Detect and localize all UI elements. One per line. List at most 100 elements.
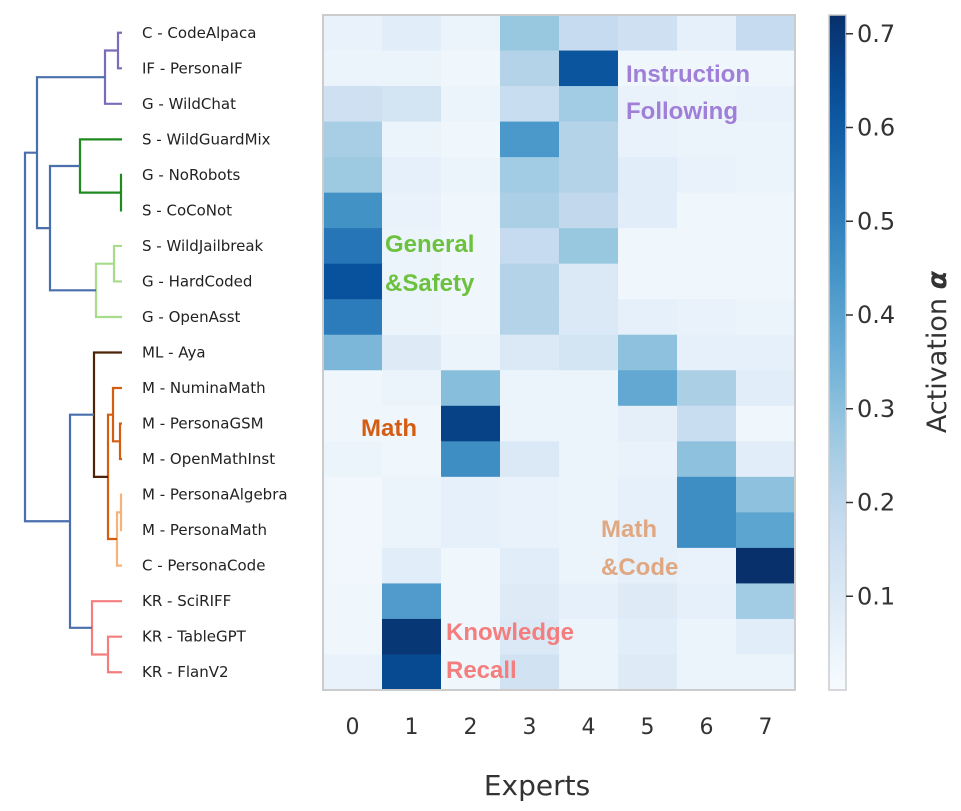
heatmap-cell <box>441 654 501 691</box>
x-tick-label: 2 <box>464 715 478 740</box>
heatmap-cell <box>559 263 619 300</box>
heatmap-cell <box>500 583 560 620</box>
heatmap-cell <box>323 618 383 656</box>
heatmap-cell <box>736 192 796 229</box>
row-label: G - HardCoded <box>142 272 252 290</box>
x-tick-label: 6 <box>700 715 714 740</box>
heatmap-cell <box>618 86 678 123</box>
dendrogram-link <box>119 493 123 532</box>
heatmap-cell <box>382 263 442 300</box>
colorbar-tick-label: 0.2 <box>857 489 895 517</box>
heatmap-cell <box>736 121 796 158</box>
row-label: M - PersonaAlgebra <box>142 486 288 504</box>
dendrogram-link <box>118 422 122 461</box>
heatmap-cell <box>382 157 442 194</box>
heatmap-cell <box>559 370 619 407</box>
cluster-annotation: Knowledge <box>446 619 574 646</box>
heatmap-cell <box>441 15 501 52</box>
heatmap-cell <box>382 121 442 158</box>
heatmap-cell <box>500 50 560 87</box>
heatmap-cell <box>677 476 737 513</box>
heatmap-cell <box>618 334 678 371</box>
row-label: C - PersonaCode <box>142 557 265 575</box>
heatmap-cell <box>677 50 737 87</box>
heatmap-cell <box>382 86 442 123</box>
heatmap-cell <box>618 512 678 549</box>
heatmap-cell <box>382 192 442 229</box>
heatmap-cell <box>323 121 383 158</box>
heatmap-cell <box>736 583 796 620</box>
heatmap-cell <box>500 15 560 52</box>
heatmap-cell <box>323 654 383 691</box>
heatmap-cell <box>559 512 619 549</box>
x-tick-label: 5 <box>641 715 655 740</box>
row-labels: C - CodeAlpaca IF - PersonaIF G - WildChat… <box>142 24 288 681</box>
cluster-annotation: General <box>385 231 474 258</box>
row-label: ML - Aya <box>142 343 206 361</box>
row-label: M - NuminaMath <box>142 379 266 397</box>
dendrogram-link <box>68 413 94 629</box>
heatmap-cell <box>559 334 619 371</box>
heatmap-cell <box>618 654 678 691</box>
heatmap-cell <box>441 334 501 371</box>
heatmap-cell <box>559 299 619 336</box>
colorbar-tick-label: 0.6 <box>857 114 895 142</box>
heatmap-cell <box>441 583 501 620</box>
x-tick-labels: 0 1 2 3 4 5 6 7 <box>346 715 773 740</box>
heatmap-cell <box>677 441 737 478</box>
heatmap-cell <box>677 618 737 656</box>
heatmap-cell <box>559 583 619 620</box>
heatmap-cell <box>736 157 796 194</box>
heatmap-cell <box>618 370 678 407</box>
heatmap-cell <box>382 405 442 442</box>
heatmap-cell <box>559 654 619 691</box>
cluster-annotation: Recall <box>446 657 517 684</box>
heatmap-cell <box>441 512 501 549</box>
heatmap-cell <box>736 15 796 52</box>
heatmap-cell <box>323 192 383 229</box>
heatmap-cell <box>323 299 383 336</box>
heatmap-cell <box>677 370 737 407</box>
heatmap-cell <box>559 405 619 442</box>
heatmap-cell <box>500 441 560 478</box>
heatmap-cell <box>618 157 678 194</box>
dendrogram-link <box>112 244 122 283</box>
heatmap-cell <box>323 50 383 87</box>
heatmap-cell <box>677 512 737 549</box>
heatmap-cell <box>500 228 560 265</box>
heatmap-cell <box>382 228 442 265</box>
cluster-annotation: Math <box>601 516 657 543</box>
heatmap-cell <box>559 547 619 585</box>
dendrogram-link <box>23 151 70 523</box>
row-label: M - PersonaGSM <box>142 415 264 433</box>
heatmap-cell <box>677 583 737 620</box>
heatmap-cell <box>382 476 442 513</box>
heatmap-cell <box>323 441 383 478</box>
heatmap-cell <box>382 15 442 52</box>
x-tick-label: 1 <box>405 715 419 740</box>
heatmap-cell <box>618 15 678 52</box>
heatmap-cell <box>323 86 383 123</box>
heatmap-cell <box>618 405 678 442</box>
heatmap-cell <box>677 121 737 158</box>
heatmap-cell <box>323 334 383 371</box>
heatmap-cell <box>382 547 442 585</box>
heatmap-cell <box>618 441 678 478</box>
heatmap-cell <box>618 50 678 87</box>
heatmap-cell <box>677 157 737 194</box>
heatmap-cell <box>618 476 678 513</box>
heatmap-cell <box>736 405 796 442</box>
heatmap-cell <box>441 370 501 407</box>
heatmap-cell <box>618 263 678 300</box>
heatmap-cell <box>500 192 560 229</box>
cluster-annotations: Instruction Following General&Safety Math Ma… <box>361 61 750 684</box>
row-label: M - PersonaMath <box>142 521 267 539</box>
dendrogram-link <box>119 173 123 212</box>
heatmap-cell <box>500 121 560 158</box>
row-label: S - WildGuardMix <box>142 130 271 148</box>
heatmap-frame <box>322 14 796 691</box>
colorbar-tick-label: 0.5 <box>857 207 895 235</box>
heatmap-cell <box>382 50 442 87</box>
heatmap-cell <box>500 263 560 300</box>
